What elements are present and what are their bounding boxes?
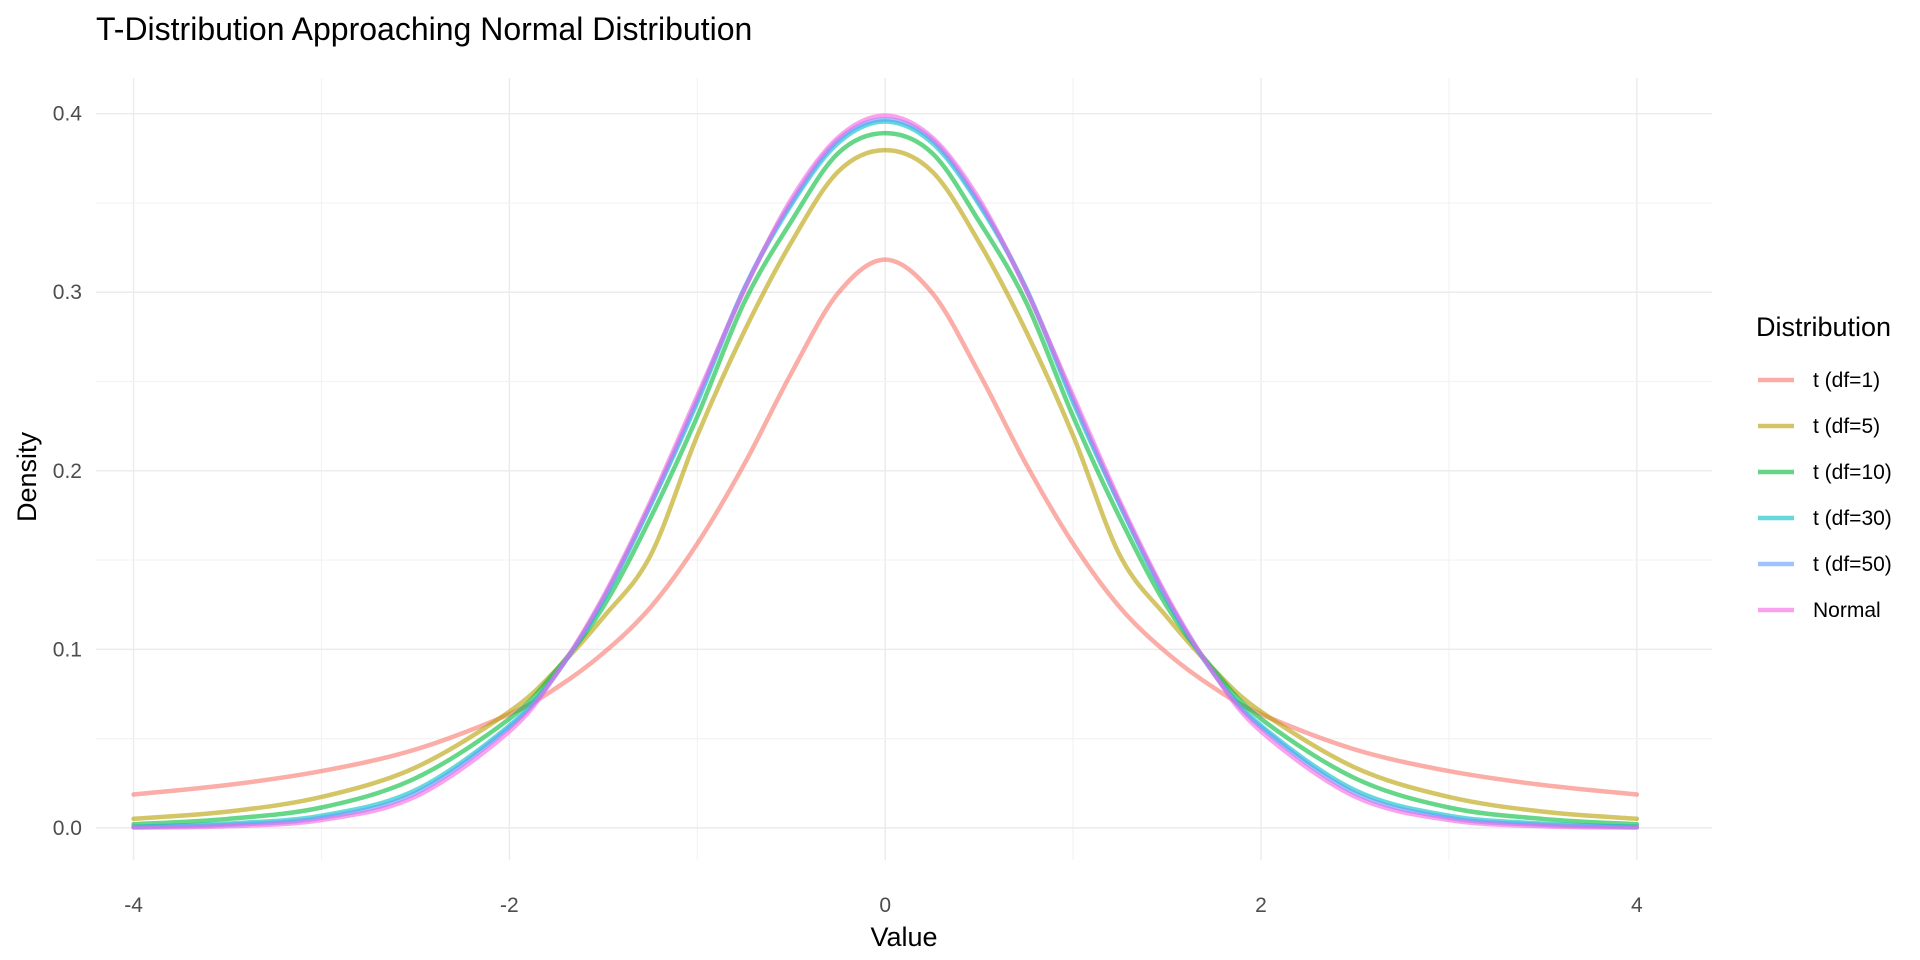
series-line-normal xyxy=(131,113,1640,830)
x-tick-label: 0 xyxy=(879,894,891,917)
legend-label-t-df-30: t (df=30) xyxy=(1813,507,1892,530)
y-tick-label: 0.3 xyxy=(53,281,82,304)
series-line-t-df-5 xyxy=(131,147,1640,822)
chart-title: T-Distribution Approaching Normal Distri… xyxy=(96,11,752,47)
x-tick-label: -2 xyxy=(500,894,519,917)
grid xyxy=(96,78,1712,860)
y-axis-ticks: 0.0 0.1 0.2 0.3 0.4 xyxy=(53,103,83,840)
x-axis-title: Value xyxy=(870,922,937,952)
y-tick-label: 0.2 xyxy=(53,460,82,483)
legend-label-t-df-1: t (df=1) xyxy=(1813,369,1880,392)
legend-title: Distribution xyxy=(1756,312,1891,342)
legend-label-t-df-5: t (df=5) xyxy=(1813,415,1880,438)
series-line-t-df-10 xyxy=(131,130,1640,827)
legend: Distribution t (df=1)t (df=5)t (df=10)t … xyxy=(1756,312,1892,622)
series-lines xyxy=(131,113,1640,830)
x-tick-label: 2 xyxy=(1255,894,1267,917)
y-axis-title: Density xyxy=(12,431,42,522)
x-tick-label: -4 xyxy=(124,894,143,917)
legend-label-t-df-50: t (df=50) xyxy=(1813,553,1892,576)
x-axis-ticks: -4 -2 0 2 4 xyxy=(124,894,1643,917)
legend-label-t-df-10: t (df=10) xyxy=(1813,461,1892,484)
legend-items: t (df=1) t (df=5) t (df=10) t (df=30) t (df=… xyxy=(1758,369,1892,622)
x-tick-label: 4 xyxy=(1631,894,1643,917)
y-tick-label: 0.4 xyxy=(53,103,83,126)
y-tick-label: 0.0 xyxy=(53,817,82,840)
y-tick-label: 0.1 xyxy=(53,638,82,661)
legend-label-normal: Normal xyxy=(1813,599,1881,622)
series-line-t-df-50 xyxy=(131,116,1640,830)
